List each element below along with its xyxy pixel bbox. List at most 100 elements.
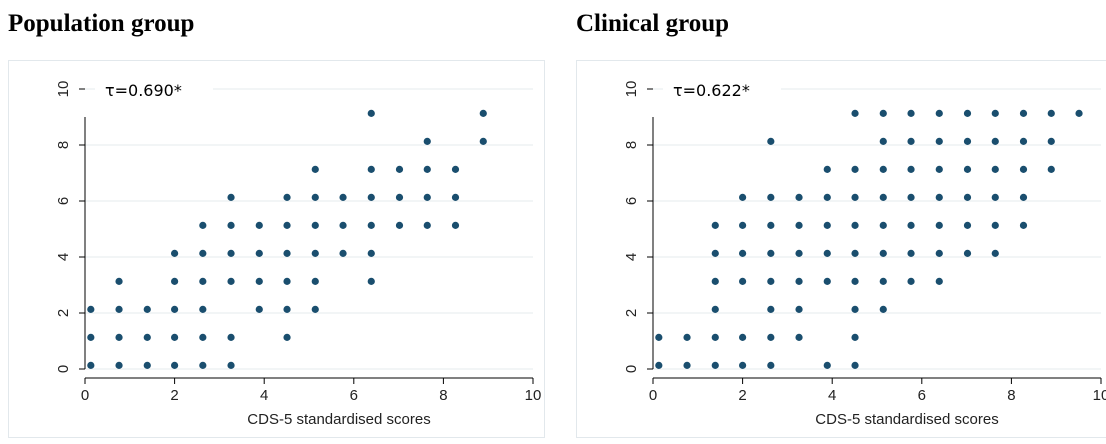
data-point (907, 165, 915, 173)
data-point (1019, 109, 1028, 117)
data-point (655, 333, 663, 341)
data-point (199, 249, 207, 257)
data-point (851, 193, 859, 201)
data-point (851, 333, 859, 341)
data-point (795, 193, 803, 201)
data-point (711, 333, 719, 341)
data-point (283, 277, 291, 285)
data-point (143, 333, 151, 341)
data-point (311, 193, 319, 201)
x-tick-label: 8 (1007, 387, 1015, 404)
data-point (171, 305, 179, 313)
data-point (823, 221, 831, 229)
data-point (451, 165, 460, 173)
scatter-chart-clinical: 0 2 4 6 8 10 0 2 4 6 8 10 CDS-5 standardised scores τ… (623, 74, 1106, 428)
clinical-panel: Clinical group 0 2 4 6 8 10 0 2 4 6 8 10 CDS-5 stand… (568, 0, 1106, 444)
data-point (907, 137, 915, 145)
plot-frame-clinical (576, 60, 1106, 438)
data-point (935, 193, 943, 201)
data-point (879, 137, 887, 145)
data-point (171, 333, 179, 341)
kendall-tau-annotation: τ=0.622* (673, 81, 750, 100)
population-panel: Population group 0 2 4 6 8 10 0 2 4 6 8 10 CDS-5 sta… (8, 10, 545, 438)
data-point (795, 277, 803, 285)
data-point (283, 305, 291, 313)
data-point (451, 193, 460, 201)
data-point (963, 165, 972, 173)
data-point (963, 249, 972, 257)
data-point (823, 361, 831, 369)
data-point (1019, 165, 1028, 173)
data-point (907, 249, 915, 257)
data-point (739, 193, 747, 201)
data-point (711, 249, 719, 257)
data-point (115, 277, 123, 285)
data-point (1047, 165, 1055, 173)
data-point (795, 305, 803, 313)
data-point (367, 165, 375, 173)
scatter-chart-population: 0 2 4 6 8 10 0 2 4 6 8 10 CDS-5 standardised scores τ… (55, 80, 542, 428)
data-point (879, 305, 887, 313)
data-point (255, 221, 263, 229)
data-point (963, 221, 972, 229)
data-point (907, 277, 915, 285)
y-tick-label: 4 (623, 253, 640, 261)
data-point (339, 249, 347, 257)
data-point (227, 249, 235, 257)
x-tick-label: 6 (350, 387, 358, 404)
data-point (143, 361, 151, 369)
y-tick-label: 2 (55, 309, 72, 317)
x-tick-label: 2 (170, 387, 178, 404)
data-point (935, 109, 943, 117)
data-point (395, 221, 404, 229)
data-point (935, 137, 943, 145)
data-point (991, 109, 999, 117)
data-point (87, 361, 95, 369)
data-point (199, 333, 207, 341)
data-point (711, 361, 719, 369)
data-point (991, 193, 999, 201)
data-point (367, 109, 375, 117)
x-tick-label: 4 (260, 387, 268, 404)
data-point (115, 333, 123, 341)
data-point (767, 193, 775, 201)
data-point (199, 361, 207, 369)
data-point (255, 305, 263, 313)
data-point (311, 221, 319, 229)
data-point (739, 277, 747, 285)
data-point (879, 165, 887, 173)
data-point (171, 361, 179, 369)
data-point (823, 277, 831, 285)
x-tick-label: 8 (439, 387, 447, 404)
data-point (255, 277, 263, 285)
data-point (907, 193, 915, 201)
data-point (227, 221, 235, 229)
y-tick-label: 2 (623, 309, 640, 317)
y-tick-label: 4 (55, 253, 72, 261)
data-point (879, 193, 887, 201)
data-point (199, 305, 207, 313)
data-point (143, 305, 151, 313)
data-point (311, 165, 319, 173)
data-point (255, 249, 263, 257)
data-point (907, 109, 915, 117)
x-tick-label: 10 (1093, 387, 1106, 404)
data-point (907, 221, 915, 229)
data-point (935, 221, 943, 229)
data-point (739, 221, 747, 229)
data-point (367, 249, 375, 257)
data-point (851, 221, 859, 229)
data-point (199, 221, 207, 229)
data-point (339, 221, 347, 229)
data-point (1047, 137, 1055, 145)
y-tick-label: 8 (623, 141, 640, 149)
data-point (1075, 109, 1083, 117)
data-point (767, 333, 775, 341)
data-point (851, 249, 859, 257)
data-point (879, 277, 887, 285)
data-point (87, 305, 95, 313)
data-point (767, 221, 775, 229)
data-point (739, 333, 747, 341)
data-point (283, 221, 291, 229)
data-point (739, 249, 747, 257)
